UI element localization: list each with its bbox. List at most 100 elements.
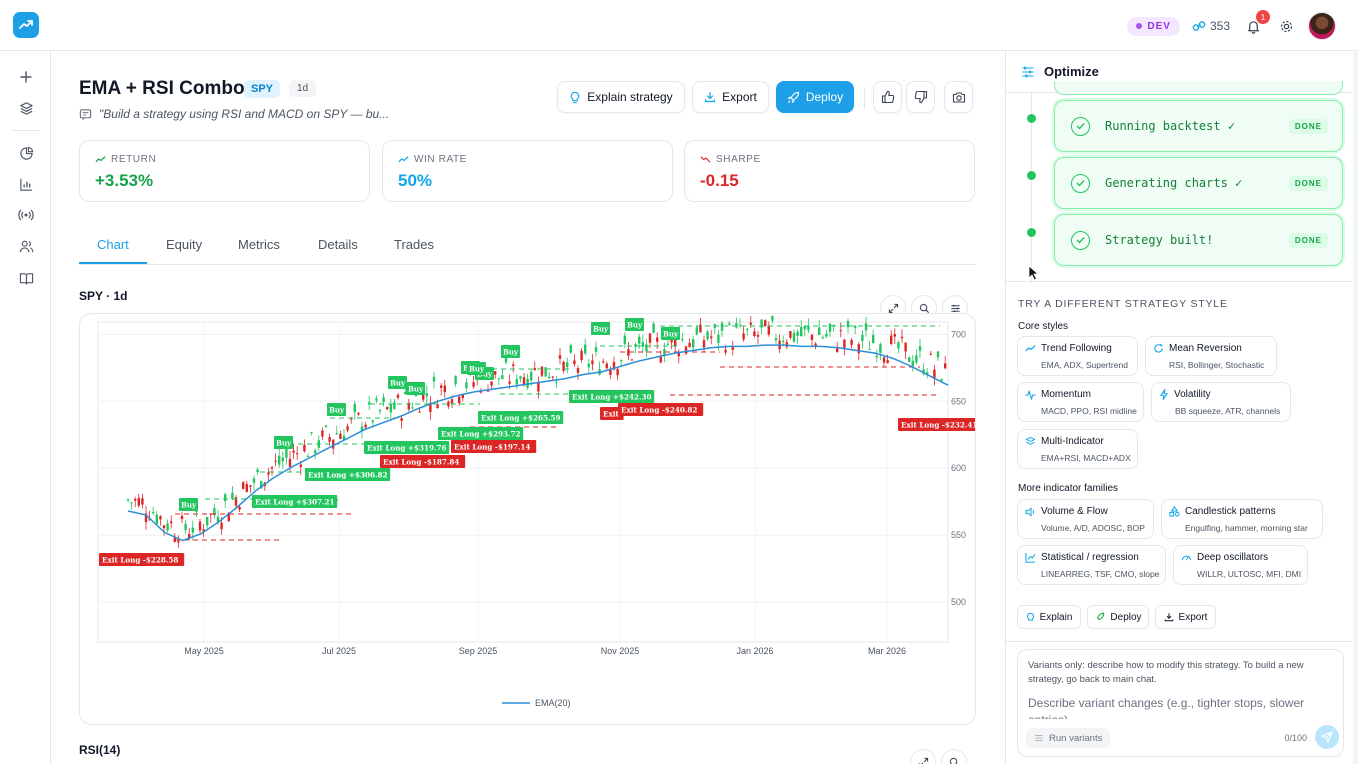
panel-explain-button[interactable]: Explain <box>1017 605 1081 629</box>
candle-body <box>656 337 659 342</box>
sidebar-item-live[interactable] <box>16 205 36 225</box>
buy-marker-label: Buy <box>503 348 519 357</box>
candle-body <box>735 323 738 328</box>
style-chip-mean-reversion[interactable]: Mean Reversion RSI, Bollinger, Stochasti… <box>1145 336 1277 376</box>
candle-body <box>382 397 385 402</box>
send-button[interactable] <box>1315 725 1339 749</box>
chip-name: Volatility <box>1174 389 1211 400</box>
candle-body <box>202 529 205 532</box>
new-strategy-button[interactable] <box>16 67 36 87</box>
candle-body <box>216 517 220 523</box>
rocket-icon <box>787 91 799 103</box>
chip-title: Multi-Indicator <box>1025 436 1130 447</box>
app-logo[interactable] <box>13 12 39 38</box>
price-chart[interactable]: BuyBuyBuyBuyBuyBuyBuyBuyBuyBuyBuyBuyExit… <box>79 313 976 725</box>
chip-desc: Engulfing, hammer, morning star <box>1185 523 1308 533</box>
exit-marker <box>305 468 391 481</box>
ema-line <box>127 344 949 542</box>
exit-marker-label: Exit Long +$306.82 <box>308 471 387 480</box>
chip-title: Mean Reversion <box>1153 343 1269 354</box>
buy-marker-label: Buy <box>390 379 406 388</box>
tab-chart[interactable]: Chart <box>97 237 129 252</box>
sidebar-item-analytics[interactable] <box>16 174 36 194</box>
explain-strategy-button[interactable]: Explain strategy <box>557 81 685 113</box>
family-chip-candlestick[interactable]: Candlestick patterns Engulfing, hammer, … <box>1161 499 1323 539</box>
export-button[interactable]: Export <box>692 81 769 113</box>
thumbs-up-button[interactable] <box>873 81 902 113</box>
candle-body <box>699 324 702 333</box>
candle-body <box>375 398 378 401</box>
variant-input[interactable]: Describe variant changes (e.g., tighter … <box>1028 696 1305 719</box>
style-chip-multi-indicator[interactable]: Multi-Indicator EMA+RSI, MACD+ADX <box>1017 429 1138 469</box>
candle-body <box>353 403 356 413</box>
price-chart-svg[interactable]: BuyBuyBuyBuyBuyBuyBuyBuyBuyBuyBuyBuyExit… <box>80 314 976 725</box>
trending-up-icon <box>398 156 409 163</box>
candle-body <box>648 333 652 343</box>
tab-metrics[interactable]: Metrics <box>238 237 280 252</box>
panel-deploy-button[interactable]: Deploy <box>1087 605 1149 629</box>
page-scrollbar[interactable] <box>1353 51 1358 764</box>
panel-export-label: Export <box>1178 611 1208 623</box>
candle-body <box>569 345 572 353</box>
thumbs-down-button[interactable] <box>906 81 935 113</box>
candle-body <box>825 333 828 337</box>
panel-export-button[interactable]: Export <box>1155 605 1216 629</box>
candle-body <box>659 357 662 363</box>
tab-details[interactable]: Details <box>318 237 358 252</box>
candle-body <box>332 439 335 449</box>
chip-desc: BB squeeze, ATR, channels <box>1175 406 1281 416</box>
candle-body <box>710 336 713 339</box>
credits-indicator[interactable]: 353 <box>1192 19 1230 33</box>
deploy-button[interactable]: Deploy <box>776 81 854 113</box>
screenshot-button[interactable] <box>944 81 973 113</box>
sidebar-item-portfolio[interactable] <box>16 143 36 163</box>
buy-marker-label: Buy <box>329 406 345 415</box>
family-chip-deep-oscillators[interactable]: Deep oscillators WILLR, ULTOSC, MFI, DMI <box>1173 545 1308 585</box>
style-chip-volatility[interactable]: Volatility BB squeeze, ATR, channels <box>1151 382 1291 422</box>
candle-body <box>486 390 490 392</box>
layers-icon <box>1025 436 1036 445</box>
optimize-title: Optimize <box>1044 64 1099 79</box>
family-chip-volume-flow[interactable]: Volume & Flow Volume, A/D, ADOSC, BOP <box>1017 499 1154 539</box>
candle-body <box>472 382 475 387</box>
lightbulb-icon <box>571 91 580 103</box>
user-avatar[interactable] <box>1308 12 1336 40</box>
family-chip-statistical[interactable]: Statistical / regression LINEARREG, TSF,… <box>1017 545 1166 585</box>
sidebar-item-strategies[interactable] <box>16 98 36 118</box>
rsi-fullscreen-button[interactable] <box>910 749 936 764</box>
candle-body <box>411 407 414 409</box>
tab-trades[interactable]: Trades <box>394 237 434 252</box>
mouse-cursor-icon <box>1028 265 1040 281</box>
candle-body <box>407 402 410 410</box>
settings-button[interactable] <box>1276 16 1296 36</box>
candle-body <box>926 372 929 374</box>
chart-grid <box>97 321 949 643</box>
style-chip-trend-following[interactable]: Trend Following EMA, ADX, Supertrend <box>1017 336 1138 376</box>
candle-body <box>526 378 529 388</box>
chip-desc: Volume, A/D, ADOSC, BOP <box>1041 523 1145 533</box>
candle-body <box>897 342 900 349</box>
chip-name: Candlestick patterns <box>1185 506 1276 517</box>
sidebar-item-docs[interactable] <box>16 268 36 288</box>
chart-icon <box>1025 552 1036 563</box>
stat-card-return: RETURN +3.53% <box>79 140 370 202</box>
candle-body <box>911 360 914 366</box>
step-label: Strategy built! <box>1105 233 1214 247</box>
run-variants-button[interactable]: Run variants <box>1026 728 1111 748</box>
step-label: Generating charts ✓ <box>1105 176 1243 190</box>
style-chip-momentum[interactable]: Momentum MACD, PPO, RSI midline <box>1017 382 1144 422</box>
sidebar-item-community[interactable] <box>16 236 36 256</box>
credits-count: 353 <box>1209 19 1230 33</box>
notifications-button[interactable]: 1 <box>1242 10 1270 37</box>
candle-body <box>785 342 788 347</box>
rsi-zoom-button[interactable] <box>941 749 967 764</box>
candle-body <box>224 494 227 502</box>
candle-body <box>314 450 317 454</box>
rsi-chart-title: RSI(14) <box>79 743 121 757</box>
y-tick-label: 650 <box>951 396 966 406</box>
tab-equity[interactable]: Equity <box>166 237 203 252</box>
exit-marker <box>380 455 466 468</box>
buy-marker-label: Buy <box>627 321 643 330</box>
bar-chart-icon <box>19 178 32 191</box>
candle-body <box>886 360 889 364</box>
